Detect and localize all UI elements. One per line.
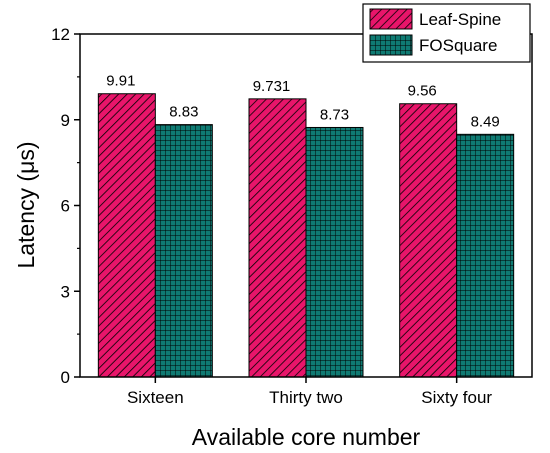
y-axis-title: Latency (μs) xyxy=(13,141,39,268)
x-axis-title: Available core number xyxy=(192,424,421,450)
y-tick-label: 9 xyxy=(61,111,70,130)
bar-fosquare-0 xyxy=(154,124,213,378)
data-label: 9.56 xyxy=(408,83,437,100)
plot-area: 9.91 8.83 9.731 8.73 9.56 8.49 xyxy=(97,73,515,378)
legend-label: Leaf-Spine xyxy=(419,10,501,29)
bar-leaf-spine-0 xyxy=(97,93,156,378)
bar-fosquare-1 xyxy=(305,126,364,378)
data-label: 8.49 xyxy=(471,113,500,130)
bar-leaf-spine-1 xyxy=(248,98,307,378)
x-tick-label: Thirty two xyxy=(269,388,343,407)
legend: Leaf-Spine FOSquare xyxy=(362,3,531,63)
data-label: 9.91 xyxy=(106,73,135,90)
legend-swatch-leaf-spine xyxy=(369,8,413,30)
x-axis: Sixteen Thirty two Sixty four xyxy=(127,377,492,407)
bar-fosquare-2 xyxy=(456,133,515,378)
data-label: 8.83 xyxy=(169,104,198,121)
data-label: 9.731 xyxy=(253,78,291,95)
y-tick-label: 0 xyxy=(61,368,70,387)
legend-swatch-fosquare xyxy=(369,34,413,56)
bar-leaf-spine-2 xyxy=(399,103,458,378)
y-tick-label: 6 xyxy=(61,197,70,216)
data-label: 8.73 xyxy=(320,106,349,123)
y-axis: 0 3 6 9 12 xyxy=(51,25,80,387)
x-tick-label: Sixteen xyxy=(127,388,184,407)
y-tick-label: 12 xyxy=(51,25,70,44)
legend-label: FOSquare xyxy=(419,36,497,55)
y-tick-label: 3 xyxy=(61,282,70,301)
x-tick-label: Sixty four xyxy=(421,388,492,407)
